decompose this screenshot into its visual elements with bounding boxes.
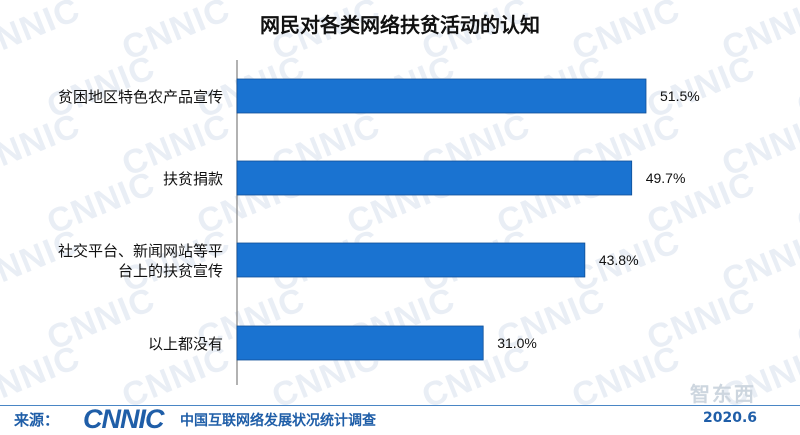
value-label-1: 49.7% — [646, 170, 686, 186]
value-label-2: 43.8% — [599, 252, 639, 268]
source-organization: 中国互联网络发展状况统计调查 — [180, 413, 376, 429]
bar-1 — [236, 160, 633, 196]
footer: 来源： CNNIC 中国互联网络发展状况统计调查 2020.6 — [0, 404, 800, 434]
bar-2 — [236, 242, 586, 278]
footer-divider — [0, 405, 800, 406]
brand-watermark: 智东西 — [690, 382, 756, 406]
value-label-3: 31.0% — [497, 335, 537, 351]
category-label-0: 贫困地区特色农产品宣传 — [58, 88, 223, 106]
category-label-2: 台上的扶贫宣传 — [118, 262, 223, 280]
report-date: 2020.6 — [703, 410, 758, 426]
chart-title: 网民对各类网络扶贫活动的认知 — [260, 13, 540, 37]
cnnic-logo: CNNIC — [83, 404, 164, 434]
category-label-3: 以上都没有 — [148, 335, 223, 353]
bar-3 — [236, 325, 484, 361]
category-label-1: 扶贫捐款 — [163, 170, 223, 188]
value-label-0: 51.5% — [660, 88, 700, 104]
source-label: 来源： — [14, 411, 60, 429]
bar-chart: 51.5% 贫困地区特色农产品宣传 49.7% 扶贫捐款 43.8% 社交平台、新闻网站等… — [58, 60, 700, 385]
category-label-2: 社交平台、新闻网站等平 — [58, 242, 223, 260]
bar-0 — [236, 78, 647, 114]
